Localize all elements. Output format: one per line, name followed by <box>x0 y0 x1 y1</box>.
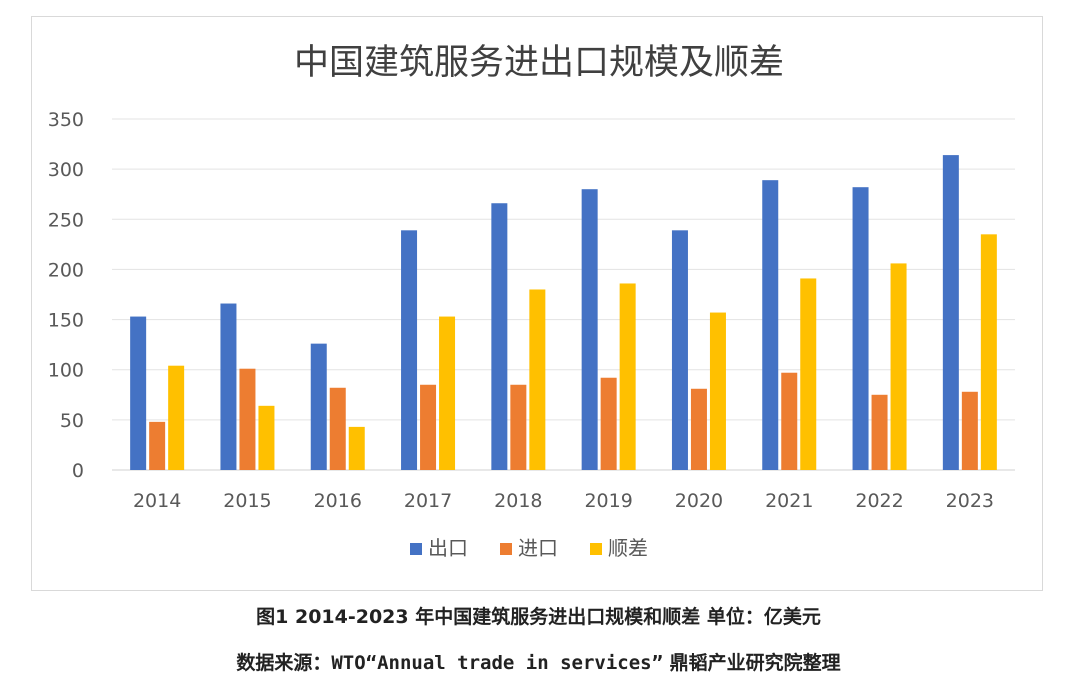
bar <box>581 189 598 470</box>
bar <box>961 391 978 470</box>
bar <box>762 180 779 470</box>
source-name: WTO“Annual trade in services” <box>331 652 664 674</box>
legend-swatch <box>410 543 422 555</box>
y-tick-label: 200 <box>48 259 84 281</box>
legend-label: 进口 <box>518 536 558 560</box>
x-tick-label: 2017 <box>404 490 452 512</box>
bar <box>890 263 907 470</box>
bar <box>942 155 959 471</box>
x-tick-label: 2019 <box>584 490 632 512</box>
bar <box>239 368 256 470</box>
source-suffix: 鼎韬产业研究院整理 <box>663 652 841 674</box>
bar <box>168 365 185 470</box>
legend-label: 顺差 <box>608 536 648 560</box>
x-tick-label: 2014 <box>133 490 181 512</box>
bar <box>619 283 636 470</box>
y-tick-label: 250 <box>48 209 84 231</box>
x-tick-label: 2016 <box>314 490 362 512</box>
bar <box>310 343 327 470</box>
figure-caption: 图1 2014-2023 年中国建筑服务进出口规模和顺差 单位：亿美元 <box>256 606 821 628</box>
y-tick-label: 0 <box>72 460 84 482</box>
bar <box>980 234 997 470</box>
bar <box>220 303 237 470</box>
x-tick-label: 2015 <box>223 490 271 512</box>
x-tick-label: 2022 <box>855 490 903 512</box>
bar <box>529 289 546 470</box>
bar <box>852 187 869 471</box>
bar <box>871 394 888 470</box>
y-tick-label: 300 <box>48 159 84 181</box>
bar <box>510 384 527 470</box>
y-tick-label: 150 <box>48 310 84 332</box>
bar <box>671 230 688 470</box>
bar <box>439 316 456 470</box>
bar <box>690 388 707 470</box>
y-tick-label: 100 <box>48 360 84 382</box>
bar <box>800 278 817 470</box>
chart-frame: 中国建筑服务进出口规模及顺差 0 50 100 150 200 250 300 350 201… <box>31 16 1043 591</box>
x-tick-label: 2020 <box>675 490 723 512</box>
chart-title: 中国建筑服务进出口规模及顺差 <box>294 43 784 83</box>
legend-label: 出口 <box>428 536 468 560</box>
source-note: 数据来源：WTO“Annual trade in services” 鼎韬产业研… <box>0 648 1077 675</box>
bar <box>348 426 365 470</box>
bar <box>600 377 617 470</box>
x-tick-label: 2023 <box>946 490 994 512</box>
y-tick-label: 50 <box>60 410 84 432</box>
bar <box>709 312 726 470</box>
bar <box>420 384 437 470</box>
bar-chart: 中国建筑服务进出口规模及顺差 0 50 100 150 200 250 300 350 201… <box>48 43 1015 560</box>
bar <box>149 421 166 470</box>
bar <box>130 316 147 470</box>
x-axis-ticks: 2014 2015 2016 2017 2018 2019 2020 2021 2022 2023 <box>133 490 994 512</box>
source-prefix: 数据来源： <box>236 652 332 674</box>
bar <box>329 387 346 470</box>
bar <box>491 203 508 471</box>
y-axis-ticks: 0 50 100 150 200 250 300 350 <box>48 109 84 482</box>
bar <box>781 372 798 470</box>
legend: 出口 进口 顺差 <box>410 536 648 560</box>
x-tick-label: 2021 <box>765 490 813 512</box>
bar <box>258 405 275 470</box>
bar <box>401 230 418 470</box>
legend-swatch <box>590 543 602 555</box>
legend-swatch <box>500 543 512 555</box>
y-tick-label: 350 <box>48 109 84 131</box>
x-tick-label: 2018 <box>494 490 542 512</box>
bars <box>130 155 997 471</box>
